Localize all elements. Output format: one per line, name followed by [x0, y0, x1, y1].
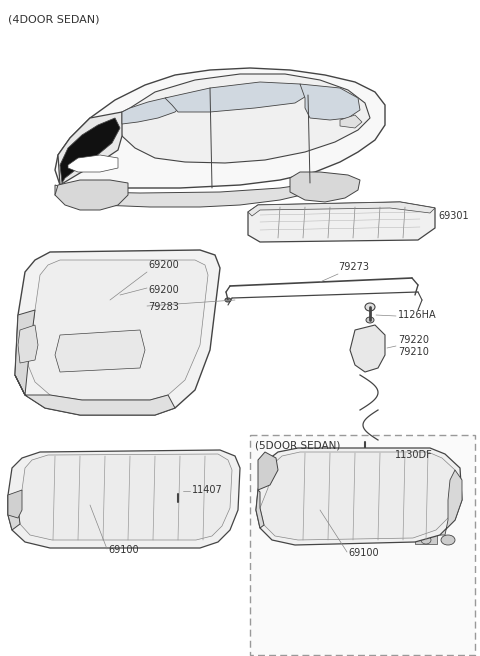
Polygon shape — [258, 452, 278, 490]
Polygon shape — [55, 180, 128, 210]
Polygon shape — [300, 84, 360, 120]
Ellipse shape — [361, 439, 369, 445]
Bar — [14, 488, 32, 498]
Ellipse shape — [174, 499, 182, 505]
Text: 69200: 69200 — [148, 285, 179, 295]
Polygon shape — [55, 330, 145, 372]
Polygon shape — [18, 454, 232, 540]
Bar — [415, 530, 437, 544]
Text: 69100: 69100 — [348, 548, 379, 558]
Bar — [262, 468, 278, 477]
Polygon shape — [15, 310, 35, 395]
Ellipse shape — [361, 452, 369, 458]
Text: 79283: 79283 — [148, 302, 179, 312]
Polygon shape — [60, 118, 120, 183]
Polygon shape — [256, 448, 462, 545]
Ellipse shape — [81, 189, 105, 205]
Polygon shape — [58, 112, 122, 185]
Text: 1126HA: 1126HA — [398, 310, 437, 320]
Polygon shape — [256, 490, 264, 528]
Bar — [262, 500, 278, 509]
Polygon shape — [28, 260, 208, 400]
Bar — [250, 435, 475, 655]
Polygon shape — [15, 375, 175, 415]
Polygon shape — [165, 82, 308, 112]
Polygon shape — [248, 202, 435, 216]
Text: 69100: 69100 — [108, 545, 139, 555]
Ellipse shape — [173, 486, 183, 494]
Text: 69301: 69301 — [438, 211, 468, 221]
Text: 79273: 79273 — [338, 262, 369, 272]
Bar — [14, 472, 32, 482]
Ellipse shape — [311, 181, 339, 199]
Text: 79210: 79210 — [398, 347, 429, 357]
Polygon shape — [18, 325, 38, 363]
Text: 1130DF: 1130DF — [395, 450, 433, 460]
Bar — [180, 530, 205, 545]
Text: (4DOOR SEDAN): (4DOOR SEDAN) — [8, 14, 99, 24]
Polygon shape — [248, 202, 435, 242]
Ellipse shape — [365, 303, 375, 311]
Ellipse shape — [366, 317, 374, 323]
Polygon shape — [122, 98, 182, 124]
Polygon shape — [15, 250, 220, 415]
Polygon shape — [8, 450, 240, 548]
Polygon shape — [260, 452, 456, 540]
Polygon shape — [68, 155, 118, 172]
Polygon shape — [55, 68, 385, 188]
Polygon shape — [290, 172, 360, 202]
Ellipse shape — [441, 535, 455, 545]
Text: 69200: 69200 — [148, 260, 179, 270]
Ellipse shape — [225, 298, 231, 302]
Ellipse shape — [88, 194, 98, 201]
Bar — [262, 484, 278, 493]
Polygon shape — [118, 74, 370, 163]
Bar — [14, 505, 32, 515]
Text: 79220: 79220 — [398, 335, 429, 345]
Text: 11407: 11407 — [192, 485, 223, 495]
Text: (5DOOR SEDAN): (5DOOR SEDAN) — [255, 440, 340, 450]
Polygon shape — [440, 470, 462, 535]
Polygon shape — [350, 325, 385, 372]
Ellipse shape — [319, 186, 331, 194]
Polygon shape — [340, 115, 362, 128]
Polygon shape — [8, 495, 20, 530]
Polygon shape — [55, 183, 330, 207]
Polygon shape — [8, 490, 22, 518]
